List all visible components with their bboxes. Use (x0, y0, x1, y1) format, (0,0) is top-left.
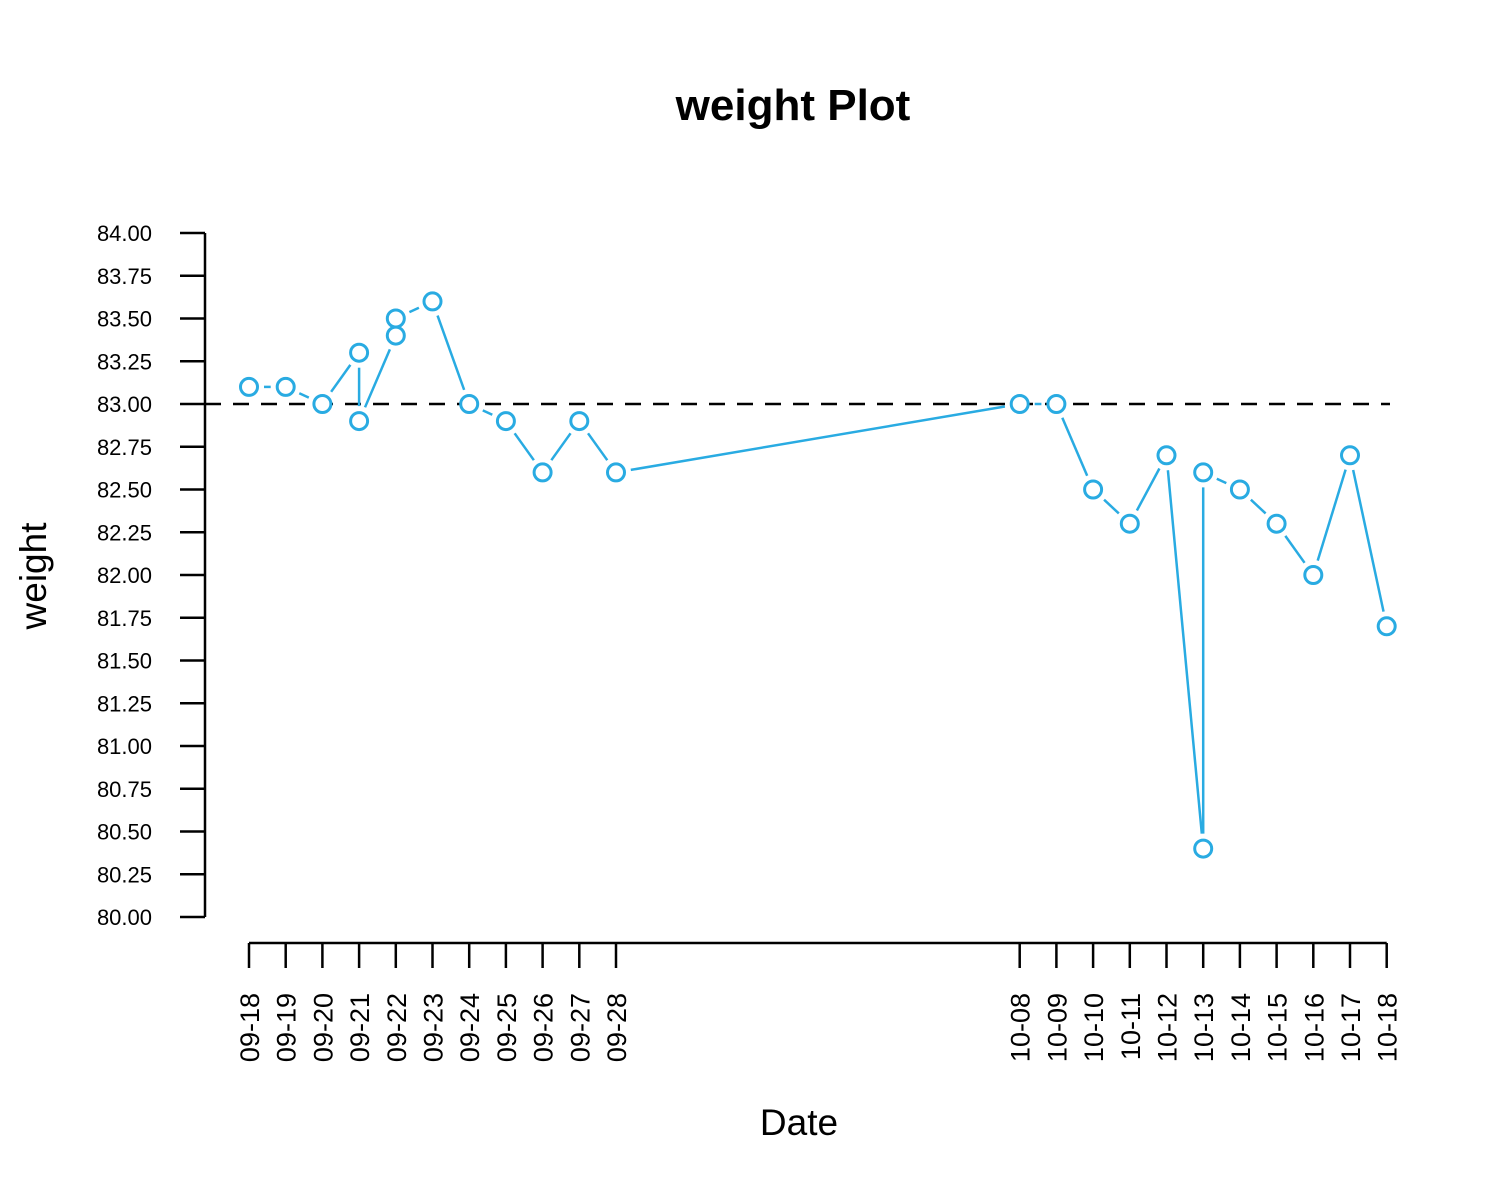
y-tick-label: 84.00 (97, 221, 152, 246)
x-tick-label: 10-09 (1042, 993, 1072, 1062)
data-point (239, 376, 259, 397)
x-tick-label: 09-20 (308, 993, 338, 1062)
series-segment (363, 348, 392, 408)
data-point (1083, 479, 1104, 500)
x-tick-label: 09-27 (565, 993, 595, 1062)
y-tick-label: 83.25 (97, 349, 152, 374)
data-point (459, 394, 480, 414)
data-point (1193, 838, 1214, 859)
data-point (275, 376, 296, 397)
y-tick-label: 81.25 (97, 691, 152, 716)
x-tick-label: 09-21 (345, 993, 375, 1062)
data-point (1303, 565, 1324, 585)
x-tick-label: 10-10 (1079, 993, 1109, 1062)
x-tick-label: 10-12 (1153, 993, 1183, 1062)
data-point (1266, 513, 1287, 534)
data-point (312, 394, 333, 414)
series-segment (1250, 498, 1267, 515)
series-segment (482, 409, 493, 416)
y-tick-label: 80.75 (97, 777, 152, 802)
data-point (385, 308, 406, 329)
x-tick-label: 09-25 (492, 993, 522, 1062)
x-tick-label: 09-22 (382, 993, 412, 1062)
series-segment (298, 392, 310, 399)
y-tick-label: 82.25 (97, 520, 152, 545)
x-axis: 09-18 09-19 09-20 09-21 09-22 09-23 09-24 09-25… (235, 941, 1403, 1062)
data-point (1376, 616, 1397, 637)
data-point (1156, 445, 1177, 466)
data-point (532, 462, 553, 483)
y-tick-label: 80.50 (97, 820, 152, 845)
series-segment (1103, 498, 1120, 515)
y-axis-label: weight (13, 522, 54, 631)
data-point (1340, 445, 1360, 466)
data-point (1229, 479, 1250, 500)
x-tick-label: 10-11 (1116, 993, 1146, 1060)
data-point (1119, 513, 1140, 534)
series-segment (1316, 469, 1347, 562)
y-tick-label: 81.50 (97, 649, 152, 674)
data-point (1009, 394, 1030, 414)
y-tick-label: 82.50 (97, 478, 152, 503)
y-tick-label: 80.00 (97, 905, 152, 930)
series-segment (587, 432, 609, 461)
y-tick-label: 83.50 (97, 307, 152, 332)
x-tick-label: 09-18 (235, 993, 265, 1062)
series-segment (436, 315, 466, 391)
y-axis: 80.00 80.25 80.50 80.75 81.00 81.25 81.50 81.75… (97, 221, 207, 930)
series-segment (1166, 470, 1204, 834)
y-tick-label: 82.75 (97, 435, 152, 460)
y-tick-label: 83.75 (97, 264, 152, 289)
x-tick-label: 10-13 (1189, 993, 1219, 1062)
x-tick-label: 10-14 (1226, 993, 1256, 1062)
series-segment (1135, 467, 1161, 512)
x-tick-label: 10-16 (1299, 993, 1329, 1062)
x-tick-label: 10-18 (1373, 993, 1403, 1062)
x-tick-label: 09-26 (529, 993, 559, 1062)
series-segment (513, 432, 535, 461)
data-point (349, 411, 370, 432)
y-tick-label: 81.00 (97, 734, 152, 759)
series-segment (408, 306, 420, 314)
series-segments (264, 306, 1385, 834)
x-axis-label: Date (760, 1102, 838, 1143)
series-segment (550, 432, 572, 461)
y-tick-label: 82.00 (97, 563, 152, 588)
series-segment (1061, 417, 1089, 477)
data-point (385, 325, 406, 346)
y-tick-label: 81.75 (97, 606, 152, 631)
series-segment (1284, 535, 1306, 564)
x-tick-label: 09-23 (419, 993, 449, 1062)
series-points (239, 291, 1397, 859)
data-point (1193, 462, 1214, 483)
data-point (495, 411, 516, 432)
series-segment (1351, 469, 1385, 612)
x-tick-label: 10-15 (1263, 993, 1293, 1062)
y-tick-label: 83.00 (97, 392, 152, 417)
chart-title: weight Plot (675, 81, 911, 130)
x-tick-label: 09-19 (272, 993, 302, 1062)
data-point (569, 411, 590, 432)
series-segment (330, 364, 352, 393)
data-point (422, 291, 443, 312)
series-segment (630, 405, 1006, 472)
data-point (606, 462, 626, 483)
x-tick-label: 09-24 (455, 993, 485, 1062)
x-tick-label: 09-28 (602, 993, 632, 1062)
data-point (349, 342, 370, 363)
series-segment (1216, 477, 1227, 485)
x-tick-label: 10-17 (1336, 993, 1366, 1062)
x-tick-label: 10-08 (1006, 993, 1036, 1062)
y-tick-label: 80.25 (97, 862, 152, 887)
data-point (1046, 394, 1067, 414)
